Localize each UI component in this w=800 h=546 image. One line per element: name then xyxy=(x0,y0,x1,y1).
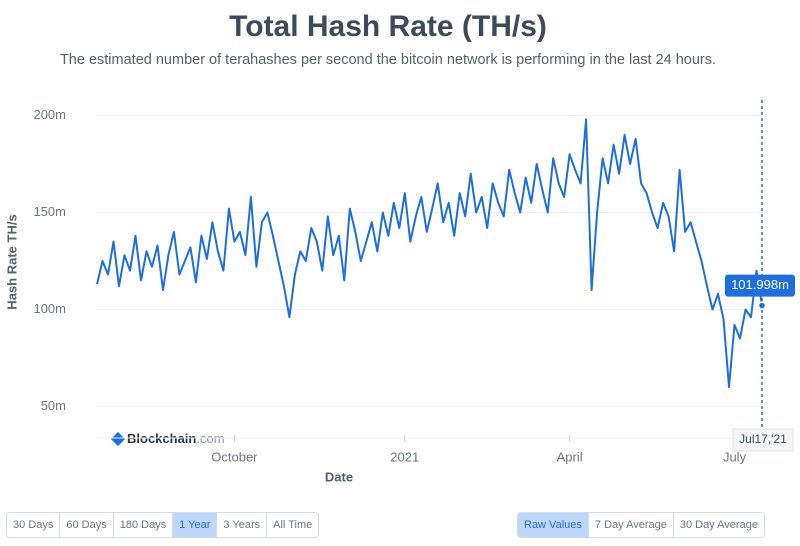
tooltip-box xyxy=(725,274,795,297)
average-buttons: Raw Values 7 Day Average 30 Day Average xyxy=(517,512,765,538)
x-tick-label: April xyxy=(557,449,583,464)
option-button[interactable]: 30 Days xyxy=(7,513,61,537)
option-button[interactable]: 60 Days xyxy=(60,513,114,537)
option-button[interactable]: 3 Years xyxy=(217,513,268,537)
option-button[interactable]: All Time xyxy=(267,513,319,537)
x-tick-label: July xyxy=(723,449,747,464)
y-tick-label: 50m xyxy=(41,398,66,413)
range-buttons: 30 Days 60 Days 180 Days 1 Year 3 Years All T… xyxy=(6,512,320,538)
option-button[interactable]: 180 Days xyxy=(113,513,174,537)
chart-subtitle: The estimated number of terahashes per s… xyxy=(60,52,716,68)
y-tick-label: 150m xyxy=(33,204,66,219)
cursor-point xyxy=(757,301,767,310)
brand: Blockchain.com xyxy=(127,431,225,446)
y-axis-label: Hash Rate TH/s xyxy=(4,214,19,309)
date-label: Jul17,'21 xyxy=(739,432,787,446)
y-tick-label: 200m xyxy=(33,107,66,122)
option-button[interactable]: 30 Day Average xyxy=(673,513,764,537)
x-tick-label: October xyxy=(211,449,258,464)
date-box xyxy=(732,428,794,452)
chart: Total Hash Rate (TH/s) The estimated num… xyxy=(4,10,795,484)
tooltip-value: 101.998m xyxy=(731,277,789,292)
chart-title: Total Hash Rate (TH/s) xyxy=(229,10,547,43)
data-line xyxy=(96,118,763,388)
x-axis-label: Date xyxy=(325,469,353,484)
brand-domain: .com xyxy=(196,431,224,446)
brand-name: Blockchain xyxy=(127,431,196,446)
y-tick-label: 100m xyxy=(33,301,66,316)
option-button[interactable]: 7 Day Average xyxy=(588,513,674,537)
x-tick-label: 2021 xyxy=(390,449,419,464)
brand-logo xyxy=(110,431,126,447)
option-button[interactable]: Raw Values xyxy=(518,513,589,537)
option-button[interactable]: 1 Year xyxy=(173,513,218,537)
